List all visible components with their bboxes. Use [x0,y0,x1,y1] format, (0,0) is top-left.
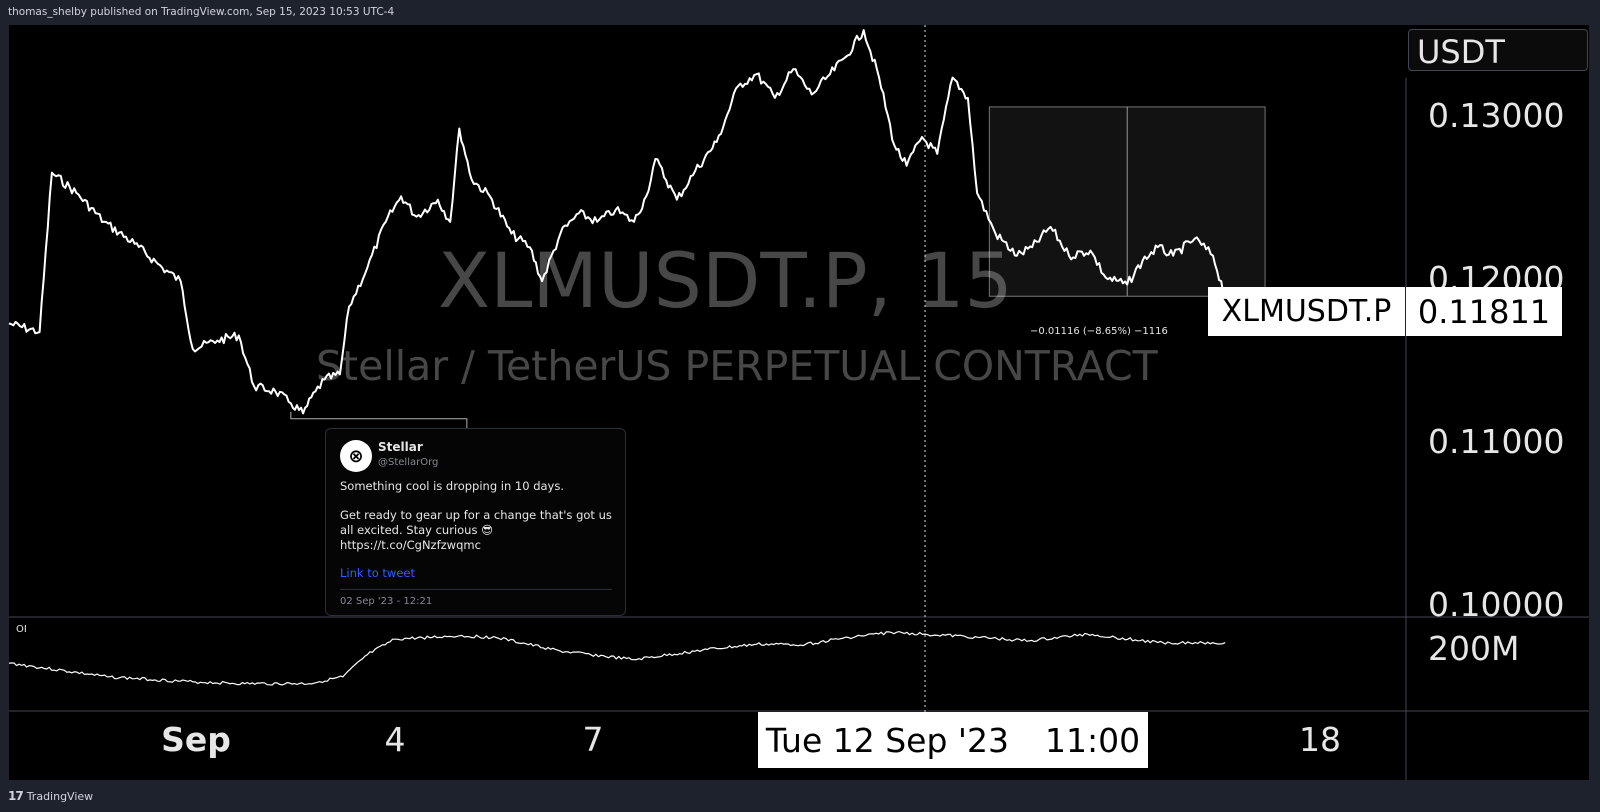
price-tick: 0.13000 [1428,96,1565,135]
tradingview-logo-icon: 17 [8,789,24,803]
tradingview-brand: TradingView [26,789,94,803]
price-series-line [8,29,1227,415]
watermark-description: Stellar / TetherUS PERPETUAL CONTRACT [316,342,1158,390]
watermark-symbol: XLMUSDT.P, 15 [438,236,1013,325]
tweet-body: Get ready to gear up for a change that's… [340,508,612,552]
price-tick: 0.11000 [1428,422,1565,461]
unit-label: USDT [1417,33,1505,71]
chart-frame[interactable] [9,25,1589,780]
tweet-anchor-line [290,411,468,430]
time-tick: Sep [161,720,231,759]
crosshair-time-label: Tue 12 Sep '23 11:00 [758,712,1148,768]
unit-selector[interactable]: USDT [1408,29,1588,71]
published-line: thomas_shelby published on TradingView.c… [8,6,395,18]
measure-readout: −0.01116 (−8.65%) −1116 [1030,326,1168,337]
tweet-first-line: Something cool is dropping in 10 days. [340,479,565,493]
stellar-logo-icon: ⊗ [340,440,372,472]
tweet-author-handle: @StellarOrg [378,457,439,468]
crosshair-time: 11:00 [1044,720,1141,760]
last-price-symbol: XLMUSDT.P [1208,287,1405,336]
top-bar: thomas_shelby published on TradingView.c… [0,0,1600,25]
time-tick: 18 [1299,720,1341,759]
crosshair-date: Tue 12 Sep '23 [765,720,1009,760]
oi-series-line [8,630,1226,686]
tradingview-logo[interactable]: 17 TradingView [8,789,93,803]
oi-axis-tick: 200M [1428,629,1520,668]
bottom-bar: 17 TradingView [0,780,1600,812]
price-tick: 0.10000 [1428,585,1565,624]
tweet-card[interactable]: ⊗ Stellar @StellarOrg Something cool is … [325,428,626,616]
tweet-link[interactable]: Link to tweet [340,566,415,580]
time-tick: 4 [384,720,406,759]
tweet-divider [340,589,612,590]
tweet-date: 02 Sep '23 - 12:21 [340,596,433,607]
oi-pane-label: OI [16,624,27,635]
time-tick: 7 [582,720,604,759]
tweet-author-name: Stellar [378,440,423,454]
last-price-value: 0.11811 [1406,287,1562,336]
